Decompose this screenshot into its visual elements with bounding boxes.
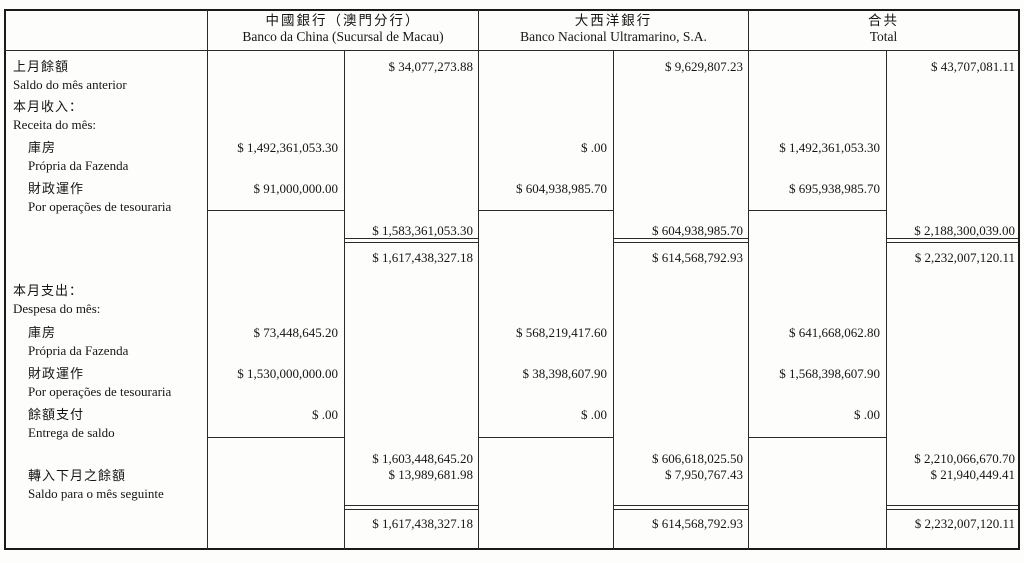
grand-total-total: $ 2,232,007,120.11	[914, 516, 1015, 531]
label-expense-fazenda-zh: 庫房	[28, 325, 57, 340]
income-fazenda-bank2: $ .00	[581, 140, 607, 155]
label-income-header-zh: 本月收入：	[13, 99, 84, 114]
total-subcolumn-divider	[886, 50, 887, 550]
bank1-name-zh: 中國銀行（澳門分行）	[265, 13, 421, 28]
prev-balance-bank2: $ 9,629,807.23	[665, 59, 743, 74]
header-separator-line	[4, 50, 1020, 51]
income-total-bank2: $ 614,568,792.93	[652, 250, 743, 265]
label-income-header-pt: Receita do mês:	[13, 117, 97, 132]
grand-double-rule-bank2-a	[613, 505, 748, 506]
next-balance-total: $ 21,940,449.41	[930, 467, 1016, 482]
bank2-subcolumn-divider	[613, 50, 614, 550]
column-header-bank2: 大西洋銀行 Banco Nacional Ultramarino, S.A.	[479, 13, 748, 45]
income-double-rule-bank1-b	[344, 242, 478, 243]
expense-entrega-bank1: $ .00	[312, 407, 338, 422]
label-prev-balance-pt: Saldo do mês anterior	[13, 77, 127, 92]
column-header-total: 合共 Total	[749, 13, 1018, 45]
total-name-zh: 合共	[868, 13, 899, 28]
expense-subtotal-bank2: $ 606,618,025.50	[652, 451, 743, 466]
table-border-top	[4, 9, 1020, 11]
income-subtotal-bank1: $ 1,583,361,053.30	[372, 223, 473, 238]
expense-fazenda-total: $ 641,668,062.80	[789, 325, 880, 340]
label-expense-tesouraria-zh: 財政運作	[28, 366, 85, 381]
expense-tesouraria-bank1: $ 1,530,000,000.00	[237, 366, 338, 381]
expense-entrega-bank2: $ .00	[581, 407, 607, 422]
column-header-bank1: 中國銀行（澳門分行） Banco da China (Sucursal de M…	[208, 13, 478, 45]
bank1-subcolumn-divider	[344, 50, 345, 550]
label-expense-entrega-pt: Entrega de saldo	[28, 425, 115, 440]
label-prev-balance-zh: 上月餘額	[13, 59, 70, 74]
income-subtotal-total: $ 2,188,300,039.00	[914, 223, 1015, 238]
next-balance-bank2: $ 7,950,767.43	[665, 467, 743, 482]
label-expense-header-pt: Despesa do mês:	[13, 301, 101, 316]
label-next-balance-zh: 轉入下月之餘額	[28, 468, 127, 483]
expense-fazenda-bank2: $ 568,219,417.60	[516, 325, 607, 340]
income-fazenda-total: $ 1,492,361,053.30	[779, 140, 880, 155]
income-tesouraria-bank2: $ 604,938,985.70	[516, 181, 607, 196]
label-expense-header-zh: 本月支出：	[13, 283, 84, 298]
income-double-rule-total-b	[886, 242, 1018, 243]
label-expense-fazenda-pt: Própria da Fazenda	[28, 343, 129, 358]
expense-tesouraria-bank2: $ 38,398,607.90	[522, 366, 608, 381]
income-double-rule-bank2-a	[613, 238, 748, 239]
grand-double-rule-bank2-b	[613, 509, 748, 510]
expense-sum-rule-total	[748, 437, 886, 438]
bank1-name-pt: Banco da China (Sucursal de Macau)	[242, 29, 444, 44]
label-income-fazenda-pt: Própria da Fazenda	[28, 158, 129, 173]
expense-sum-rule-bank1	[207, 437, 344, 438]
income-fazenda-bank1: $ 1,492,361,053.30	[237, 140, 338, 155]
income-sum-rule-bank1	[207, 210, 344, 211]
expense-fazenda-bank1: $ 73,448,645.20	[253, 325, 339, 340]
expense-subtotal-bank1: $ 1,603,448,645.20	[372, 451, 473, 466]
label-expense-tesouraria-pt: Por operações de tesouraria	[28, 384, 172, 399]
expense-tesouraria-total: $ 1,568,398,607.90	[779, 366, 880, 381]
expense-subtotal-total: $ 2,210,066,670.70	[914, 451, 1015, 466]
label-income-tesouraria-zh: 財政運作	[28, 181, 85, 196]
grand-total-bank1: $ 1,617,438,327.18	[372, 516, 473, 531]
income-double-rule-total-a	[886, 238, 1018, 239]
income-sum-rule-total	[748, 210, 886, 211]
expense-entrega-total: $ .00	[854, 407, 880, 422]
grand-double-rule-total-a	[886, 505, 1018, 506]
grand-double-rule-bank1-a	[344, 505, 478, 506]
table-border-right	[1018, 9, 1020, 550]
bank2-name-pt: Banco Nacional Ultramarino, S.A.	[520, 29, 707, 44]
bank2-name-zh: 大西洋銀行	[574, 13, 653, 28]
grand-double-rule-bank1-b	[344, 509, 478, 510]
prev-balance-bank1: $ 34,077,273.88	[388, 59, 474, 74]
label-column-divider	[207, 9, 208, 550]
income-total-bank1: $ 1,617,438,327.18	[372, 250, 473, 265]
income-subtotal-bank2: $ 604,938,985.70	[652, 223, 743, 238]
bank1-bank2-divider	[478, 9, 479, 550]
income-tesouraria-bank1: $ 91,000,000.00	[253, 181, 339, 196]
next-balance-bank1: $ 13,989,681.98	[388, 467, 474, 482]
table-border-bottom	[4, 548, 1020, 550]
label-next-balance-pt: Saldo para o mês seguinte	[28, 486, 164, 501]
expense-sum-rule-bank2	[478, 437, 613, 438]
label-expense-entrega-zh: 餘額支付	[28, 407, 85, 422]
label-income-tesouraria-pt: Por operações de tesouraria	[28, 199, 172, 214]
income-double-rule-bank1-a	[344, 238, 478, 239]
total-name-pt: Total	[869, 29, 898, 44]
grand-double-rule-total-b	[886, 509, 1018, 510]
income-tesouraria-total: $ 695,938,985.70	[789, 181, 880, 196]
income-sum-rule-bank2	[478, 210, 613, 211]
table-border-left	[4, 9, 6, 550]
label-income-fazenda-zh: 庫房	[28, 140, 57, 155]
income-total-total: $ 2,232,007,120.11	[914, 250, 1015, 265]
bank2-total-divider	[748, 9, 749, 550]
grand-total-bank2: $ 614,568,792.93	[652, 516, 743, 531]
prev-balance-total: $ 43,707,081.11	[930, 59, 1015, 74]
income-double-rule-bank2-b	[613, 242, 748, 243]
